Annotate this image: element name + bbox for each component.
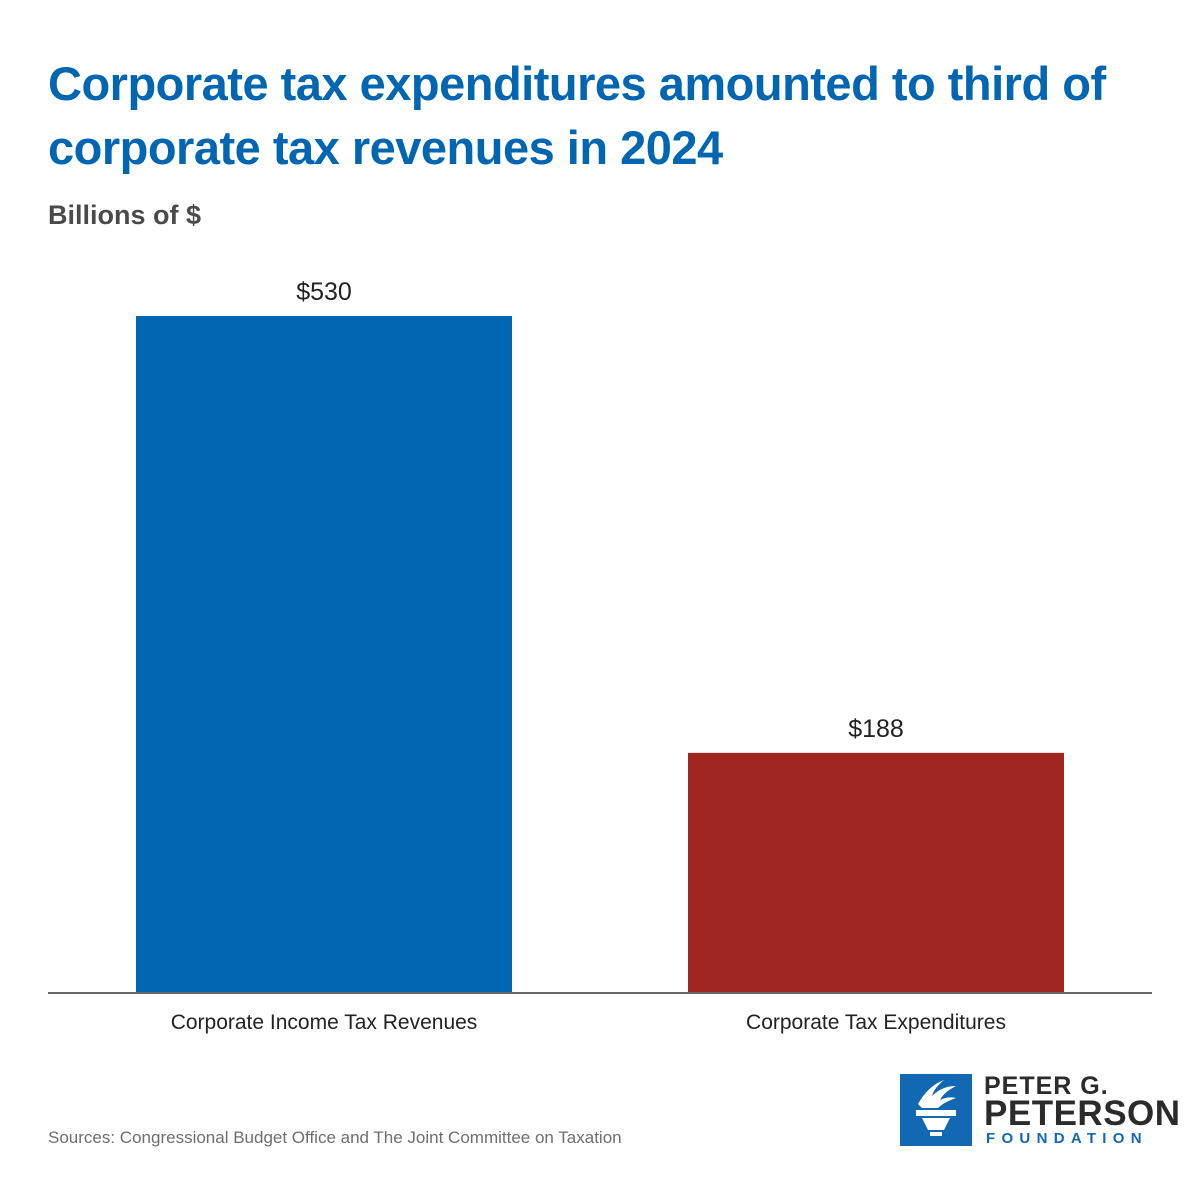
torch-icon <box>900 1074 972 1146</box>
bars-group <box>136 316 1064 993</box>
chart-title: Corporate tax expenditures amounted to t… <box>48 57 1106 174</box>
peterson-foundation-logo: PETER G. PETERSON FOUNDATION <box>900 1072 1180 1148</box>
data-label-2: $188 <box>848 715 904 743</box>
logo-line-peterson: PETERSON <box>984 1094 1181 1133</box>
category-label-1: Corporate Income Tax Revenues <box>171 1011 478 1034</box>
data-label-1: $530 <box>296 278 352 306</box>
category-label-2: Corporate Tax Expenditures <box>746 1011 1006 1034</box>
bar-chart: $530 Corporate Income Tax Revenues $188 Cor… <box>48 278 1152 1034</box>
bar-2 <box>688 752 1064 993</box>
bar-1 <box>136 316 512 993</box>
unit-label: Billions of $ <box>48 200 202 230</box>
source-note: Sources: Congressional Budget Office and… <box>48 1128 622 1147</box>
logo-line-peter-g: PETER G. <box>984 1072 1109 1100</box>
labels-group: $530 Corporate Income Tax Revenues $188 Cor… <box>171 278 1006 1034</box>
logo-line-foundation: FOUNDATION <box>986 1130 1148 1147</box>
